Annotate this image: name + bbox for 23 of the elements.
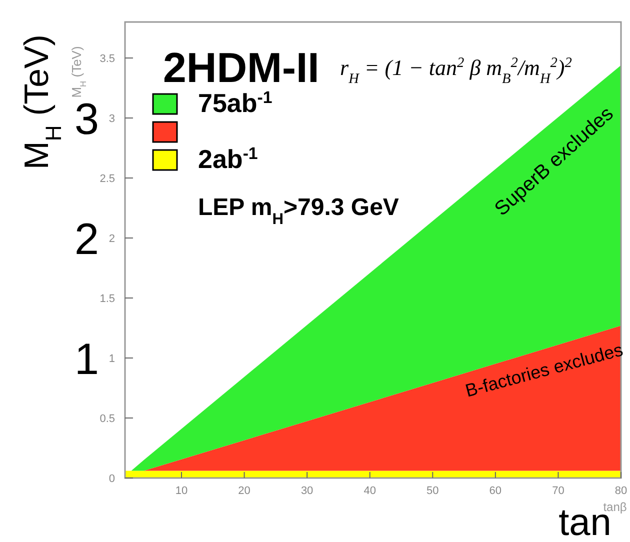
y-tick-label: 3 [74,95,99,144]
x-tick-label: 30 [300,485,314,497]
legend-label: 2ab$^{-1}$ [198,144,258,174]
x-tick-label: 80 [614,485,628,497]
y2-tick-label: 3 [108,113,115,125]
text: r$_{H}$ = (1 − tan$^{2}$ β m$_{B}$$^{2}$/m$_{H}$$^{2}$)$^{2}$ [340,55,572,87]
y2-tick-label: 3.5 [100,53,115,65]
y2-tick-label: 0 [108,473,115,485]
y-tick-label: 1 [74,335,99,384]
annotation: B-factories excludes [463,340,625,401]
y2-tick-label: 0.5 [100,413,115,425]
y2-tick-label: 1.5 [100,293,115,305]
x-tick-label: 50 [426,485,439,497]
y2-tick-label: 2 [108,233,115,245]
y2-tick-label: 2.5 [100,173,115,185]
x-tick-label: 60 [489,485,502,497]
x-tick-label: 70 [552,485,564,497]
annotation: LEP m$_{H}$>79.3 GeV [198,194,399,228]
y2-tick-label: 1 [108,353,115,365]
x-tick-label: 40 [364,485,376,497]
y-tick-label: 2 [74,215,99,264]
x-tick-label: 20 [238,485,250,497]
x-tick-label: 10 [175,485,188,497]
